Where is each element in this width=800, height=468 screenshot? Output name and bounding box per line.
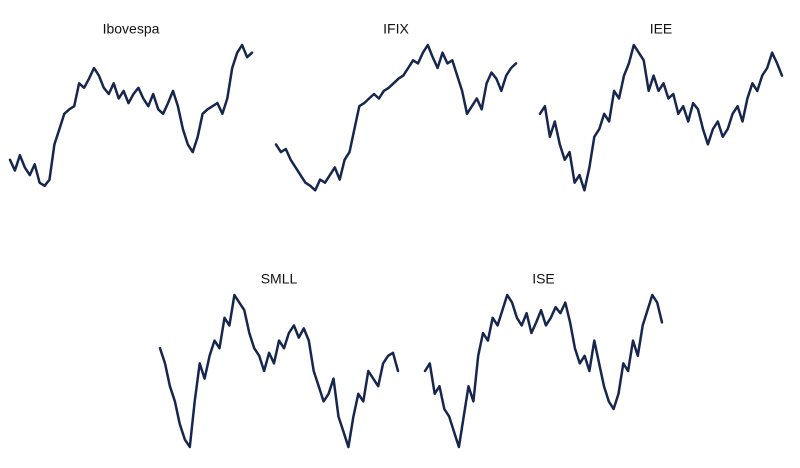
line (158, 293, 400, 449)
line (274, 43, 518, 192)
chart-title: Ibovespa (103, 21, 160, 37)
chart-title: IFIX (383, 21, 409, 37)
chart-title: ISE (532, 271, 555, 287)
chart-title: SMLL (261, 271, 298, 287)
line (538, 43, 784, 192)
chart-title: IEE (650, 21, 673, 37)
line (423, 293, 664, 449)
line (8, 43, 254, 188)
